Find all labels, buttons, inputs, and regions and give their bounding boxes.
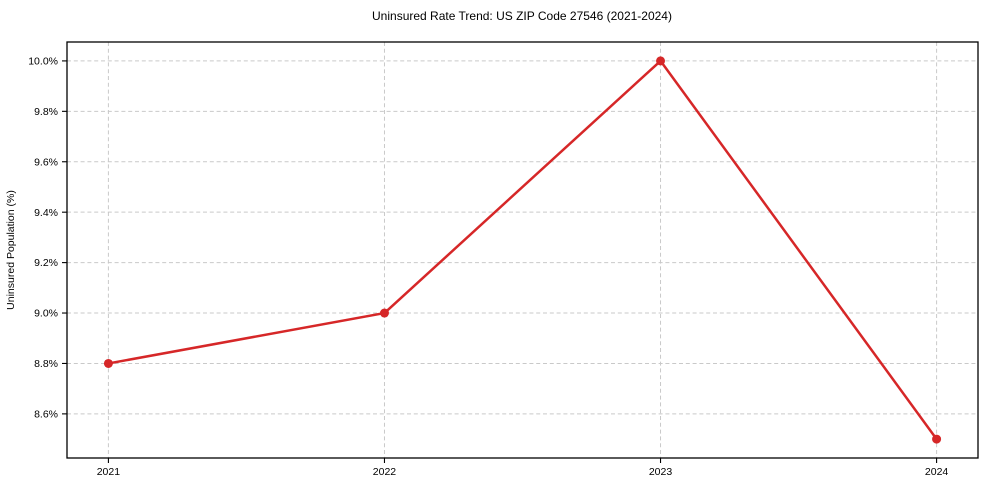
y-tick-label: 9.0% [34, 308, 58, 320]
y-tick-label: 9.6% [34, 156, 58, 168]
y-tick-label: 8.6% [34, 408, 58, 420]
x-tick-label: 2023 [649, 466, 673, 478]
data-point [656, 56, 666, 66]
x-tick-label: 2021 [97, 466, 121, 478]
plot-border [66, 41, 979, 459]
x-tick-label: 2024 [925, 466, 949, 478]
data-point [379, 308, 389, 318]
x-tick-label: 2022 [373, 466, 397, 478]
axis-ticks [62, 60, 938, 463]
gridlines [67, 42, 978, 458]
y-tick-label: 9.8% [34, 106, 58, 118]
chart-title: Uninsured Rate Trend: US ZIP Code 27546 … [372, 9, 672, 23]
trend-line [107, 59, 938, 441]
data-point [932, 434, 942, 444]
y-tick-label: 9.2% [34, 257, 58, 269]
data-point [103, 358, 113, 368]
y-tick-label: 10.0% [28, 56, 58, 68]
y-tick-label: 8.8% [34, 358, 58, 370]
y-axis-label: Uninsured Population (%) [5, 190, 17, 310]
data-series [103, 56, 942, 444]
axis-tick-labels: 8.6% 8.8% 9.0% 9.2% 9.4% 9.6% 9.8% 10.0% 2021 202… [28, 56, 948, 478]
y-tick-label: 9.4% [34, 207, 58, 219]
